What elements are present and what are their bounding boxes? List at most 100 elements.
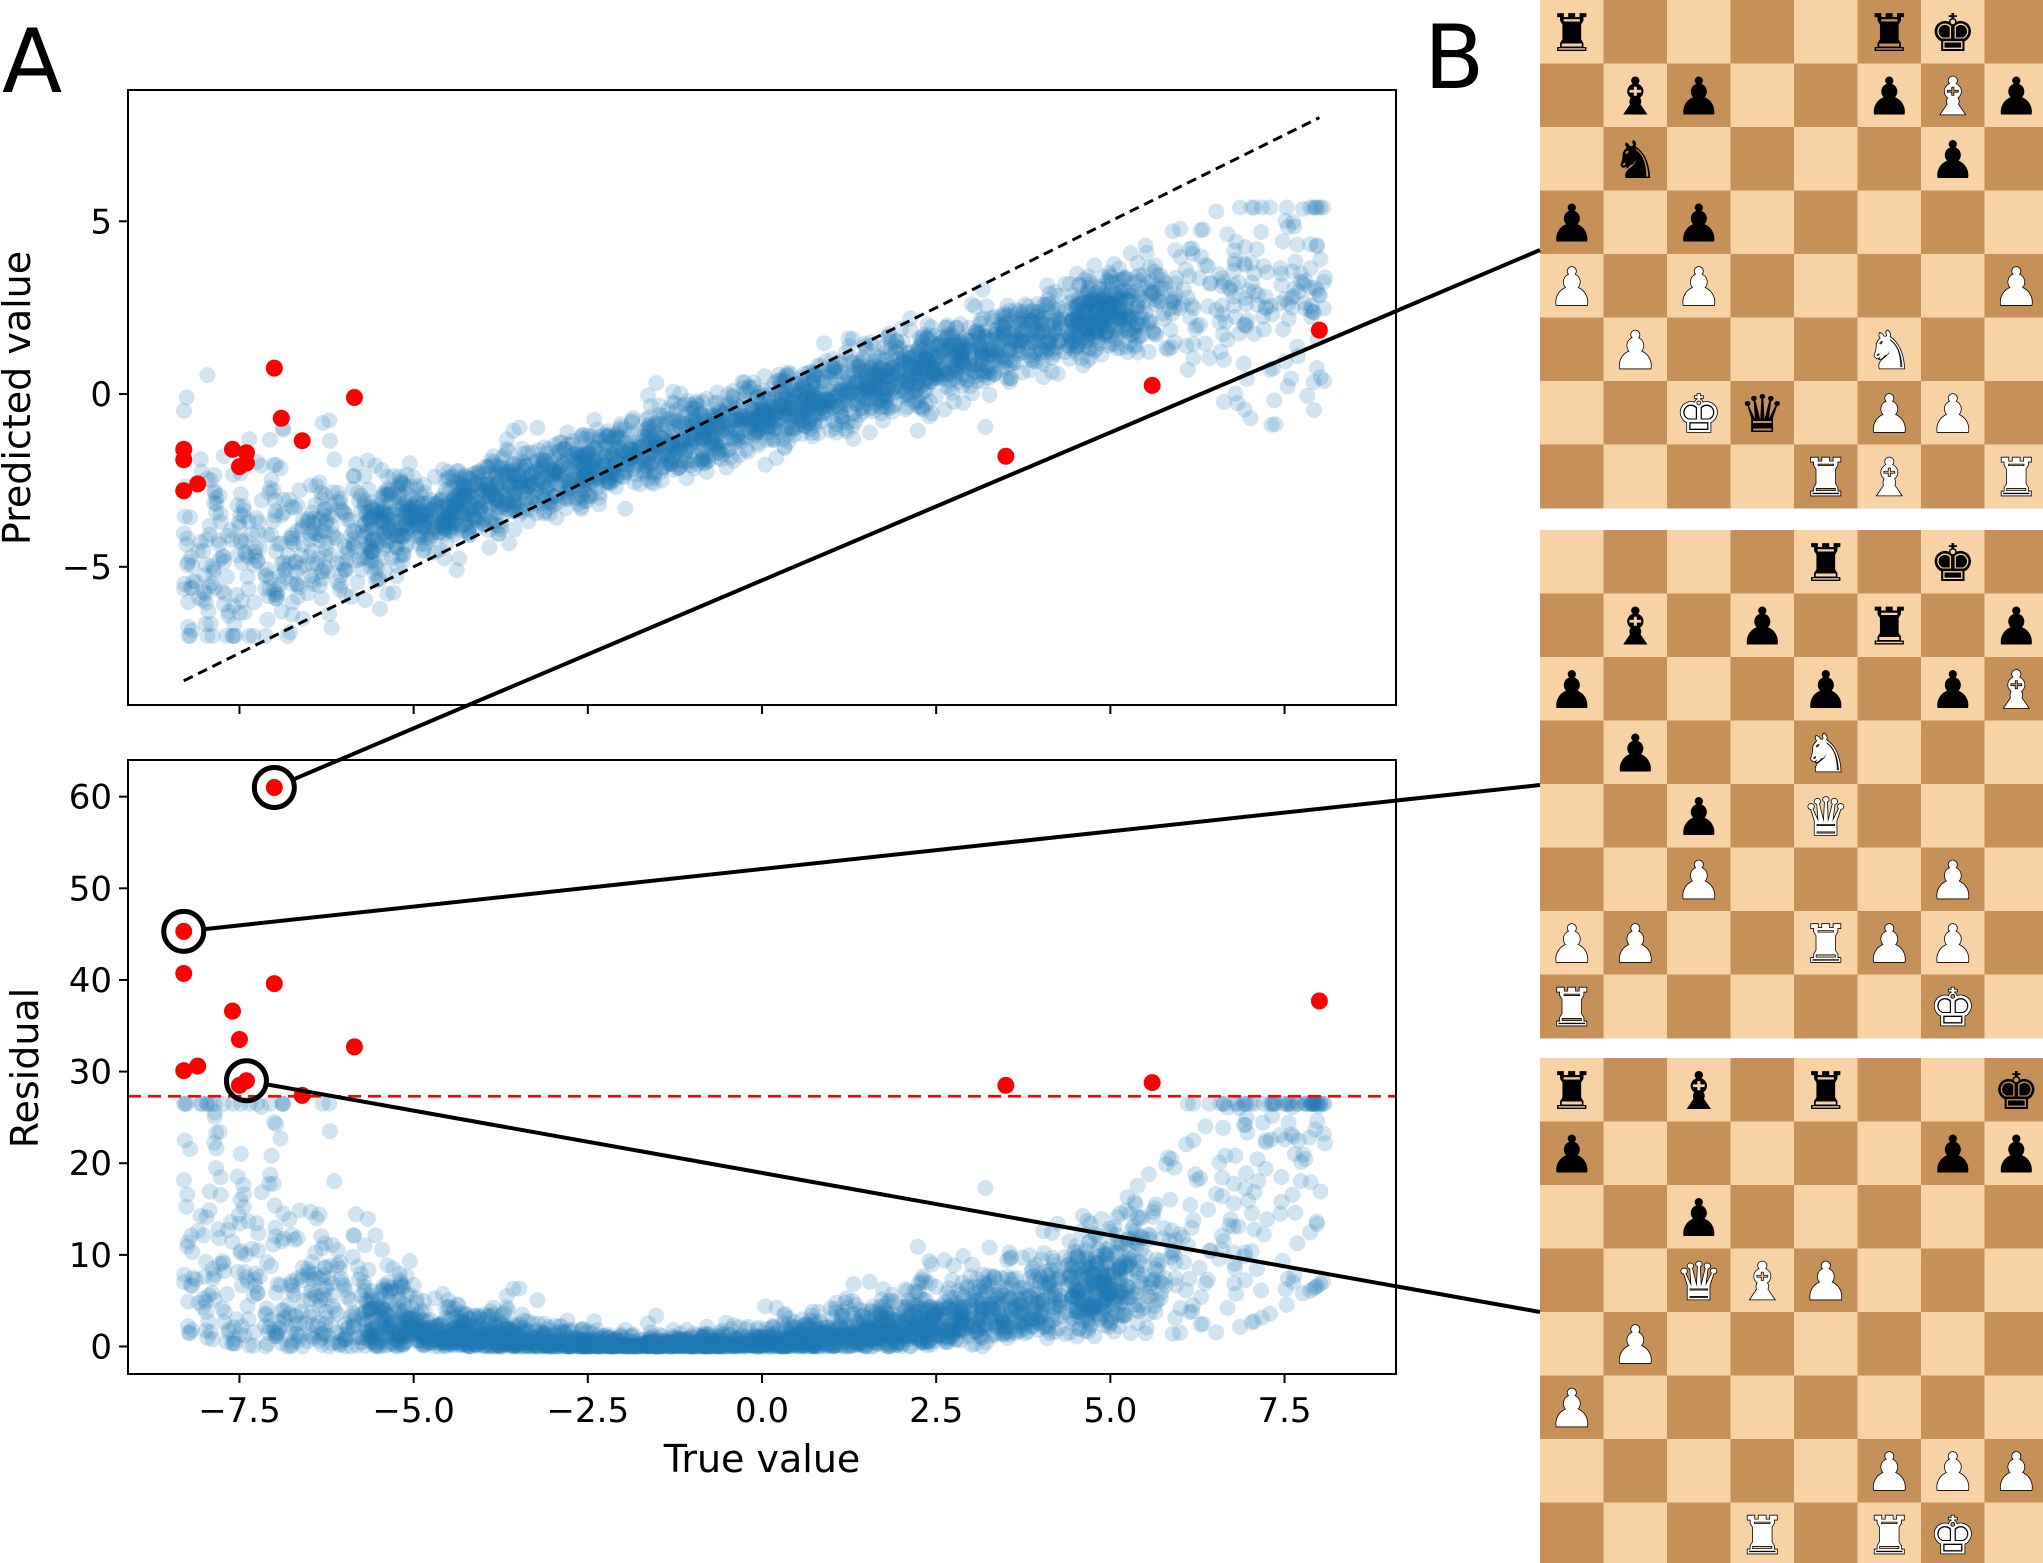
scatter-point bbox=[314, 491, 330, 508]
scatter-point bbox=[1246, 199, 1263, 216]
scatter-point bbox=[1228, 233, 1245, 250]
scatter-point bbox=[410, 518, 426, 535]
scatter-point bbox=[444, 507, 461, 524]
scatter-point bbox=[604, 466, 621, 483]
scatter-point bbox=[810, 406, 827, 423]
scatter-point bbox=[321, 412, 338, 429]
scatter-point bbox=[1103, 274, 1120, 291]
bottom-scatter-cloud bbox=[175, 1095, 1334, 1355]
scatter-point bbox=[1193, 248, 1210, 265]
scatter-point bbox=[1108, 275, 1125, 292]
scatter-point bbox=[736, 408, 753, 425]
scatter-point bbox=[1080, 279, 1097, 296]
residual-point bbox=[1317, 1135, 1334, 1152]
residual-point bbox=[921, 1253, 938, 1270]
scatter-point bbox=[339, 511, 356, 528]
scatter-point bbox=[924, 335, 941, 352]
scatter-point bbox=[648, 375, 665, 392]
scatter-point bbox=[1257, 300, 1274, 317]
scatter-point bbox=[658, 448, 675, 465]
scatter-point bbox=[896, 367, 913, 384]
scatter-point bbox=[462, 485, 479, 502]
scatter-point bbox=[875, 412, 891, 429]
scatter-point bbox=[642, 397, 659, 414]
scatter-point bbox=[853, 400, 870, 417]
scatter-point bbox=[435, 513, 452, 530]
scatter-point bbox=[1107, 304, 1124, 321]
scatter-point bbox=[1087, 328, 1104, 345]
scatter-point bbox=[397, 538, 414, 555]
scatter-point bbox=[651, 397, 668, 414]
scatter-point bbox=[1120, 322, 1137, 339]
scatter-point bbox=[200, 578, 217, 595]
scatter-point bbox=[614, 468, 631, 484]
scatter-point bbox=[637, 411, 654, 428]
residual-point bbox=[374, 1241, 391, 1258]
scatter-point bbox=[1035, 369, 1052, 385]
scatter-point bbox=[695, 431, 712, 448]
scatter-point bbox=[1023, 313, 1039, 329]
scatter-point bbox=[537, 481, 554, 498]
residual-point bbox=[909, 1238, 926, 1255]
scatter-point bbox=[537, 481, 553, 498]
scatter-point bbox=[263, 527, 279, 543]
scatter-point bbox=[964, 385, 981, 402]
scatter-point bbox=[571, 457, 588, 474]
scatter-point bbox=[1119, 293, 1136, 310]
scatter-point bbox=[364, 552, 381, 569]
residual-point bbox=[1197, 1118, 1214, 1135]
scatter-point bbox=[581, 486, 598, 503]
scatter-point bbox=[879, 361, 896, 378]
residual-point bbox=[272, 1130, 289, 1147]
scatter-point bbox=[828, 416, 845, 433]
residual-point bbox=[1215, 1119, 1232, 1136]
scatter-point bbox=[721, 423, 738, 440]
scatter-point bbox=[524, 465, 541, 482]
scatter-point bbox=[591, 489, 608, 506]
scatter-point bbox=[1235, 355, 1252, 372]
scatter-point bbox=[456, 512, 473, 528]
scatter-point bbox=[618, 456, 635, 473]
scatter-point bbox=[978, 298, 995, 315]
scatter-point bbox=[1041, 285, 1058, 302]
scatter-point bbox=[1006, 321, 1023, 338]
scatter-point bbox=[399, 480, 416, 497]
scatter-point bbox=[609, 469, 626, 486]
scatter-point bbox=[286, 500, 303, 516]
scatter-point bbox=[680, 431, 697, 448]
scatter-point bbox=[1140, 343, 1157, 360]
scatter-point bbox=[406, 504, 423, 521]
scatter-point bbox=[448, 512, 465, 529]
scatter-point bbox=[456, 490, 473, 507]
scatter-point bbox=[543, 451, 560, 468]
scatter-point bbox=[1185, 350, 1202, 367]
scatter-point bbox=[584, 447, 601, 464]
scatter-point bbox=[185, 573, 201, 590]
scatter-point bbox=[838, 382, 855, 399]
scatter-point bbox=[465, 466, 482, 483]
scatter-point bbox=[1156, 310, 1173, 327]
scatter-point bbox=[773, 389, 790, 405]
scatter-point bbox=[914, 334, 931, 351]
scatter-point bbox=[1305, 304, 1322, 321]
scatter-point bbox=[516, 445, 533, 462]
scatter-point bbox=[912, 337, 929, 354]
scatter-point bbox=[1312, 369, 1329, 386]
scatter-point bbox=[920, 369, 937, 386]
scatter-point bbox=[873, 405, 890, 421]
scatter-point bbox=[180, 554, 196, 571]
scatter-point bbox=[225, 597, 242, 614]
scatter-point bbox=[364, 520, 380, 537]
scatter-point bbox=[507, 486, 524, 503]
scatter-point bbox=[671, 437, 688, 454]
scatter-point bbox=[810, 425, 827, 442]
scatter-point bbox=[1253, 199, 1270, 216]
scatter-point bbox=[864, 403, 881, 420]
scatter-point bbox=[1164, 293, 1180, 310]
scatter-point bbox=[1102, 295, 1119, 312]
scatter-point bbox=[819, 405, 836, 422]
residual-point bbox=[1208, 1324, 1225, 1341]
scatter-point bbox=[1097, 324, 1114, 341]
scatter-point bbox=[240, 580, 257, 597]
scatter-point bbox=[986, 351, 1003, 368]
